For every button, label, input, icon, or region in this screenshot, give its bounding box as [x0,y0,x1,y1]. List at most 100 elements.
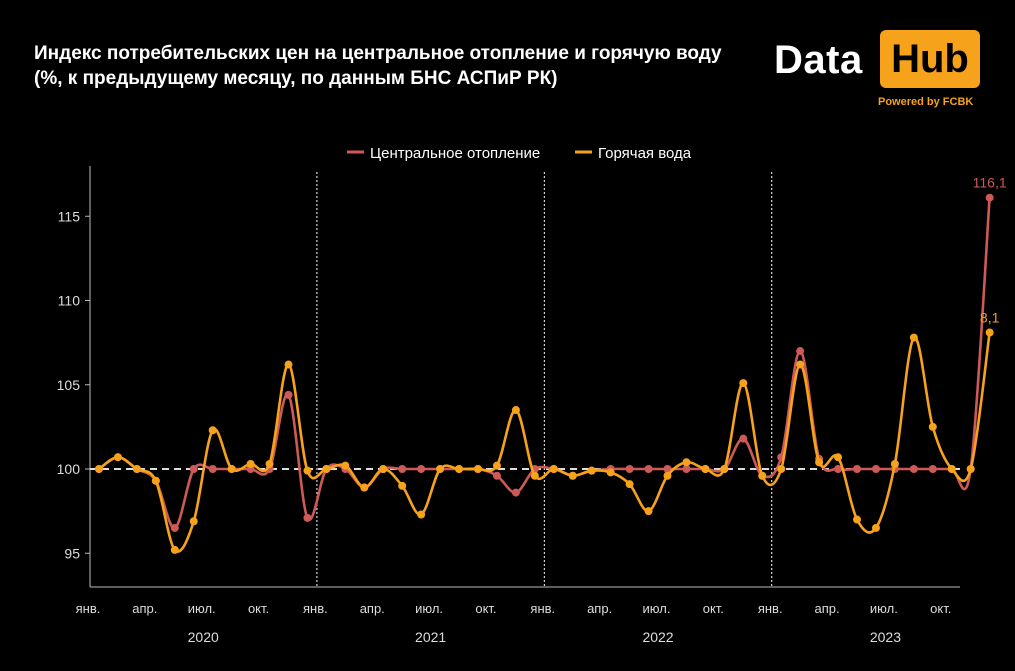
data-point-heating [928,465,937,473]
data-point-hot-water [834,453,843,462]
data-point-hot-water [985,328,994,337]
data-point-hot-water [246,459,255,468]
y-tick-label: 110 [58,293,81,309]
data-point-heating [625,465,634,473]
data-point-hot-water [417,510,426,519]
data-point-hot-water [549,465,558,473]
data-point-hot-water [455,465,464,473]
y-tick-label: 115 [58,208,81,224]
data-point-heating [417,465,426,473]
data-point-hot-water [644,507,653,516]
data-point-hot-water [815,458,824,467]
data-point-hot-water [113,453,122,462]
x-tick-label: янв. [76,601,101,616]
y-tick-label: 105 [57,377,81,393]
data-point-hot-water [890,459,899,468]
data-point-heating [511,488,520,497]
x-tick-label: июл. [870,601,898,616]
data-point-heating [208,465,217,473]
data-point-heating [398,465,407,473]
logo-tagline: Powered by FCBK [878,96,974,108]
data-point-hot-water [568,471,577,480]
data-point-heating [909,465,918,473]
year-label: 2022 [642,629,673,645]
data-point-heating [644,465,653,473]
x-tick-label: окт. [475,601,496,616]
data-point-heating [739,434,748,443]
data-point-heating [170,523,179,532]
data-point-hot-water [474,465,482,473]
data-point-heating [303,513,312,522]
data-point-heating [189,465,198,473]
data-point-hot-water [966,465,975,473]
x-tick-label: июл. [643,601,671,616]
data-point-heating [796,347,805,356]
data-point-heating [853,465,861,473]
data-point-hot-water [151,476,160,485]
data-point-hot-water [796,360,805,369]
data-point-heating [871,465,880,473]
x-tick-label: апр. [360,601,385,616]
series-line-heating [98,197,991,530]
data-point-hot-water [227,465,236,473]
chart-title-line2: (%, к предыдущему месяцу, по данным БНС … [34,68,558,89]
x-tick-label: окт. [248,601,269,616]
data-point-hot-water [530,471,539,480]
data-point-heating [834,465,843,473]
data-point-heating [985,193,994,202]
chart-legend: Центральное отопление Горячая вода [347,145,692,162]
data-point-hot-water [909,333,918,342]
data-point-heating [492,471,501,480]
x-tick-label: июл. [188,601,216,616]
year-label: 2023 [870,629,901,645]
data-point-hot-water [436,465,445,473]
x-tick-label: апр. [587,601,612,616]
year-label: 2021 [415,629,446,645]
series-heating: 116,1 [95,175,1007,532]
data-point-hot-water [265,459,274,468]
data-point-heating [682,465,691,473]
last-value-label-heating: 116,1 [973,175,1007,191]
y-tick-label: 100 [57,461,81,477]
data-point-hot-water [682,458,691,467]
x-tick-label: окт. [930,601,951,616]
data-point-hot-water [777,465,786,473]
data-point-hot-water [132,465,141,473]
x-tick-label: янв. [758,601,783,616]
data-point-hot-water [341,461,350,470]
data-point-hot-water [587,466,596,475]
data-point-hot-water [189,517,198,526]
chart-title: Индекс потребительских цен на центрально… [34,41,754,91]
series-hot-water: 8,1 [95,310,1000,554]
data-point-hot-water [758,471,767,480]
x-tick-label: янв. [303,601,328,616]
x-tick-label: июл. [415,601,443,616]
data-point-hot-water [284,360,293,369]
data-point-hot-water [511,406,520,415]
data-point-hot-water [303,466,312,475]
x-tick-label: окт. [703,601,724,616]
legend-label: Центральное отопление [370,145,540,162]
x-tick-label: апр. [814,601,839,616]
data-point-hot-water [208,426,217,435]
logo-word-data: Data [774,38,863,82]
year-label: 2020 [188,629,219,645]
data-point-hot-water [871,523,880,532]
data-point-hot-water [947,465,956,473]
data-point-hot-water [360,483,369,492]
data-point-hot-water [701,465,710,473]
chart-title-line1: Индекс потребительских цен на центрально… [34,43,722,64]
data-point-hot-water [95,465,103,473]
data-point-hot-water [625,480,634,489]
data-point-hot-water [928,422,937,431]
y-tick-label: 95 [64,545,80,561]
data-point-hot-water [739,379,748,388]
datahub-logo: Data Hub Powered by FCBK [770,30,985,112]
data-point-heating [284,390,293,399]
data-point-hot-water [170,545,179,554]
data-point-hot-water [663,471,672,480]
data-point-hot-water [492,461,501,470]
data-point-hot-water [853,515,861,524]
data-point-hot-water [398,481,407,490]
